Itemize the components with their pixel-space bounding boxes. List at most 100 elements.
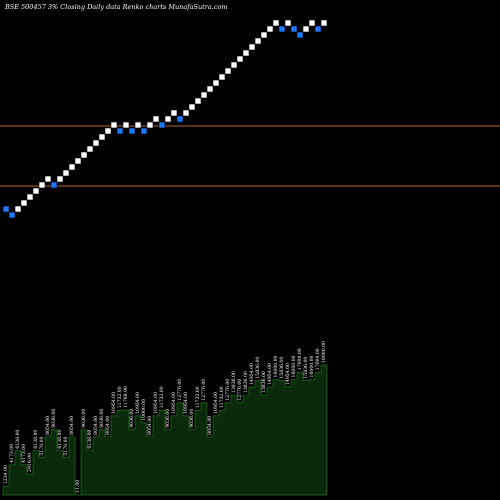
volume-label: 11732.00 xyxy=(219,386,225,408)
renko-brick-up xyxy=(218,73,226,81)
renko-brick-up xyxy=(110,121,118,129)
volume-area xyxy=(2,364,328,496)
volume-label: 9036.00 xyxy=(189,409,195,428)
renko-brick-up xyxy=(272,19,280,27)
volume-label: 8054.00 xyxy=(147,416,153,435)
volume-label: 9036.00 xyxy=(129,409,135,428)
volume-label: 11732.00 xyxy=(117,386,123,408)
volume-label: 14954.00 xyxy=(285,363,291,385)
volume-label: 5178.00 xyxy=(39,437,45,456)
renko-brick-down xyxy=(176,115,184,123)
renko-brick-up xyxy=(308,19,316,27)
volume-label: 10954.00 xyxy=(153,392,159,414)
volume-label: 6138.00 xyxy=(33,430,39,449)
volume-label: 10954.00 xyxy=(111,392,117,414)
volume-label: 4173.00 xyxy=(9,444,15,463)
renko-brick-up xyxy=(62,169,70,177)
renko-brick-up xyxy=(224,67,232,75)
renko-brick-up xyxy=(92,139,100,147)
renko-brick-up xyxy=(146,121,154,129)
volume-label: 4173.00 xyxy=(21,444,27,463)
volume-label: 12776.00 xyxy=(177,379,183,401)
volume-label: 17000.00 xyxy=(315,348,321,370)
volume-label: 9036.00 xyxy=(99,409,105,428)
renko-brick-up xyxy=(98,133,106,141)
volume-label: 11768.00 xyxy=(123,386,129,408)
volume-label: 13836.00 xyxy=(243,371,249,393)
renko-brick-down xyxy=(140,127,148,135)
renko-brick-up xyxy=(284,19,292,27)
volume-label: 17000.00 xyxy=(297,348,303,370)
volume-label: 5178.00 xyxy=(63,437,69,456)
renko-brick-up xyxy=(182,109,190,117)
volume-label: 16000.00 xyxy=(291,355,297,377)
renko-brick-up xyxy=(74,157,82,165)
renko-brick-up xyxy=(206,85,214,93)
renko-brick-up xyxy=(26,193,34,201)
renko-brick-down xyxy=(8,211,16,219)
renko-brick-up xyxy=(104,127,112,135)
volume-label: 13836.00 xyxy=(261,371,267,393)
volume-label: 10954.00 xyxy=(135,392,141,414)
volume-label: 2916.00 xyxy=(27,453,33,472)
renko-brick-up xyxy=(200,91,208,99)
volume-label: 10954.00 xyxy=(171,392,177,414)
renko-brick-up xyxy=(152,115,160,123)
renko-brick-up xyxy=(188,103,196,111)
renko-bricks xyxy=(2,19,328,219)
renko-brick-down xyxy=(278,25,286,33)
renko-brick-down xyxy=(290,25,298,33)
renko-brick-up xyxy=(14,205,22,213)
renko-brick-up xyxy=(134,121,142,129)
renko-brick-up xyxy=(302,25,310,33)
volume-label: 8054.00 xyxy=(207,416,213,435)
volume-label: 14954.00 xyxy=(249,363,255,385)
renko-brick-down xyxy=(128,127,136,135)
renko-brick-up xyxy=(44,175,52,183)
volume-label: 8054.00 xyxy=(93,416,99,435)
volume-label: 6138.00 xyxy=(87,430,93,449)
renko-brick-up xyxy=(320,19,328,27)
volume-label: 12776.00 xyxy=(237,379,243,401)
renko-brick-down xyxy=(50,181,58,189)
renko-brick-up xyxy=(164,115,172,123)
renko-brick-up xyxy=(80,151,88,159)
volume-label: 15836.00 xyxy=(279,357,285,379)
volume-label: 12776.00 xyxy=(201,379,207,401)
volume-label: 6138.00 xyxy=(15,430,21,449)
renko-brick-up xyxy=(32,187,40,195)
volume-label: 18000.00 xyxy=(321,341,327,363)
volume-label: 1234.00 xyxy=(3,465,9,484)
renko-brick-up xyxy=(194,97,202,105)
renko-brick-up xyxy=(20,199,28,207)
renko-brick-up xyxy=(86,145,94,153)
renko-brick-up xyxy=(248,43,256,51)
volume-label: 9036.00 xyxy=(51,409,57,428)
volume-label: 13836.00 xyxy=(231,371,237,393)
volume-label: 9036.00 xyxy=(81,409,87,428)
volume-label: 14954.00 xyxy=(267,363,273,385)
volume-label: 12776.00 xyxy=(225,379,231,401)
volume-label: 16000.00 xyxy=(309,355,315,377)
volume-area-path xyxy=(2,364,328,496)
renko-brick-up xyxy=(230,61,238,69)
renko-brick-down xyxy=(314,25,322,33)
renko-brick-up xyxy=(122,121,130,129)
renko-brick-down xyxy=(296,31,304,39)
renko-brick-up xyxy=(254,37,262,45)
volume-label: 11.00 xyxy=(75,480,81,493)
volume-label: 6138.00 xyxy=(57,430,63,449)
renko-brick-up xyxy=(212,79,220,87)
renko-brick-down xyxy=(158,121,166,129)
renko-brick-up xyxy=(266,25,274,33)
renko-brick-up xyxy=(56,175,64,183)
volume-label: 9036.00 xyxy=(165,409,171,428)
volume-label: 10000.00 xyxy=(141,399,147,421)
renko-brick-up xyxy=(236,55,244,63)
chart-title: BSE 500457 3% Closing Daily data Renko c… xyxy=(4,3,228,11)
renko-brick-down xyxy=(116,127,124,135)
volume-label: 15836.00 xyxy=(303,357,309,379)
renko-brick-up xyxy=(260,31,268,39)
